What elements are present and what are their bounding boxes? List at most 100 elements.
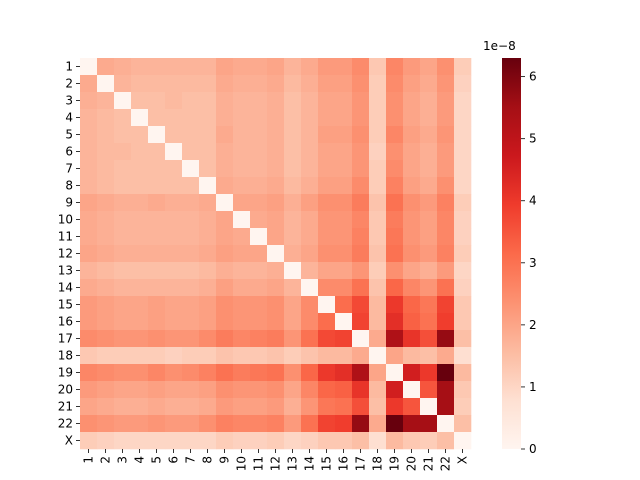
heatmap-cell — [182, 381, 200, 399]
heatmap-cell — [216, 330, 234, 348]
heatmap-cell — [403, 262, 421, 280]
heatmap-cell — [199, 330, 217, 348]
heatmap-cell — [437, 245, 455, 263]
heatmap-cell — [250, 313, 268, 331]
heatmap-cell — [403, 432, 421, 450]
heatmap-cell — [369, 228, 387, 246]
heatmap-cell — [267, 381, 285, 399]
heatmap-cell — [369, 364, 387, 382]
heatmap-cell — [437, 211, 455, 229]
heatmap-cell — [131, 143, 149, 161]
heatmap-cell — [437, 109, 455, 127]
heatmap-cell — [165, 381, 183, 399]
heatmap-cell — [335, 381, 353, 399]
heatmap-cell — [284, 398, 302, 416]
heatmap-cell — [352, 296, 370, 314]
heatmap-cell — [437, 296, 455, 314]
heatmap-cell — [318, 262, 336, 280]
heatmap-cell — [403, 313, 421, 331]
heatmap-cell — [352, 92, 370, 110]
heatmap-cell — [284, 126, 302, 144]
heatmap-cell — [216, 432, 234, 450]
heatmap-cell — [403, 279, 421, 297]
heatmap-cell — [148, 398, 166, 416]
heatmap-cell — [114, 143, 132, 161]
heatmap-cell — [199, 211, 217, 229]
heatmap-cell — [386, 381, 404, 399]
heatmap-cell — [131, 279, 149, 297]
heatmap-cell — [386, 109, 404, 127]
heatmap-cell — [114, 415, 132, 433]
heatmap-cell — [131, 160, 149, 178]
heatmap-cell — [233, 194, 251, 212]
heatmap-cell — [352, 143, 370, 161]
heatmap-cell — [182, 228, 200, 246]
colorbar-tick-label: 3 — [529, 256, 537, 270]
heatmap-cell — [182, 313, 200, 331]
heatmap-cell — [250, 160, 268, 178]
heatmap-cell — [114, 58, 132, 76]
heatmap-cell — [216, 262, 234, 280]
heatmap-cell — [233, 279, 251, 297]
heatmap-cell — [114, 245, 132, 263]
heatmap-cell — [216, 143, 234, 161]
heatmap-cell — [301, 415, 319, 433]
heatmap-cell — [80, 126, 98, 144]
heatmap-cell — [335, 177, 353, 195]
heatmap-cell — [165, 177, 183, 195]
heatmap-cell — [369, 58, 387, 76]
heatmap-cell — [199, 194, 217, 212]
heatmap-cell — [403, 75, 421, 93]
heatmap-cell — [182, 245, 200, 263]
heatmap-cell — [97, 109, 115, 127]
heatmap-cell — [148, 415, 166, 433]
heatmap-cell — [369, 381, 387, 399]
heatmap-cell — [454, 211, 472, 229]
x-tick-label: 1 — [82, 456, 96, 464]
heatmap-cell — [199, 313, 217, 331]
heatmap-cell — [335, 398, 353, 416]
heatmap-cell — [97, 313, 115, 331]
heatmap-cell — [335, 296, 353, 314]
heatmap-cell — [182, 75, 200, 93]
heatmap-cell — [267, 58, 285, 76]
heatmap-cell — [284, 75, 302, 93]
heatmap-cell — [386, 58, 404, 76]
heatmap-cell — [97, 194, 115, 212]
heatmap-cell — [148, 313, 166, 331]
heatmap-cell — [97, 92, 115, 110]
y-tick-label: 17 — [58, 332, 73, 346]
heatmap-cell — [454, 109, 472, 127]
heatmap-cell — [301, 75, 319, 93]
heatmap-cell — [420, 58, 438, 76]
x-tick-label: 18 — [371, 456, 385, 471]
heatmap-cell — [301, 58, 319, 76]
heatmap-cell — [454, 177, 472, 195]
heatmap-cell — [199, 279, 217, 297]
heatmap-cell — [233, 109, 251, 127]
heatmap-cell — [131, 75, 149, 93]
heatmap-cell — [369, 92, 387, 110]
heatmap-cell — [148, 126, 166, 144]
heatmap-cell — [454, 262, 472, 280]
heatmap-cell — [182, 109, 200, 127]
heatmap-cell — [199, 398, 217, 416]
heatmap-cell — [216, 381, 234, 399]
heatmap-cell — [284, 160, 302, 178]
x-tick-label: 7 — [184, 456, 198, 464]
heatmap-cell — [250, 330, 268, 348]
heatmap-cell — [97, 381, 115, 399]
heatmap-cell — [403, 58, 421, 76]
heatmap-cell — [454, 398, 472, 416]
heatmap-cell — [148, 364, 166, 382]
heatmap-cell — [216, 279, 234, 297]
heatmap-cell — [420, 194, 438, 212]
heatmap-cell — [369, 313, 387, 331]
heatmap-cell — [267, 364, 285, 382]
y-tick-label: 7 — [65, 162, 73, 176]
heatmap-cell — [335, 109, 353, 127]
heatmap-cell — [318, 160, 336, 178]
heatmap-cell — [250, 279, 268, 297]
heatmap-cell — [80, 364, 98, 382]
heatmap-cell — [250, 347, 268, 365]
